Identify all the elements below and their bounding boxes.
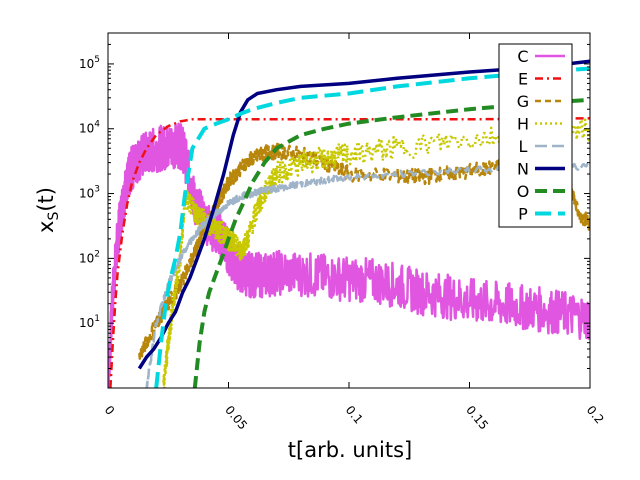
series-line-L (145, 162, 590, 388)
series-line-N (137, 59, 590, 370)
y-axis-title-tail: (t) (34, 187, 58, 212)
y-tick-label: 103 (79, 185, 100, 201)
legend-label-O: O (517, 182, 530, 201)
legend-box (498, 43, 573, 228)
y-axis-title: xS(t) (34, 187, 62, 233)
series-line-P (154, 66, 590, 388)
x-tick-label: 0.15 (463, 403, 491, 432)
y-axis-title-main: x (34, 221, 58, 233)
x-tick-label: 0 (102, 403, 118, 418)
x-tick-label: 0.05 (222, 403, 250, 432)
x-tick-label: 0.2 (584, 403, 607, 427)
x-axis-title: t[arb. units] (288, 438, 412, 462)
series-line-G (138, 142, 590, 360)
y-axis-title-sub: S (46, 212, 62, 221)
y-tick-label: 104 (79, 120, 100, 136)
svg-text:xS(t): xS(t) (34, 187, 62, 233)
y-tick-label: 102 (79, 249, 100, 265)
legend-label-P: P (518, 205, 528, 224)
plot-frame (107, 32, 591, 389)
legend-label-G: G (517, 92, 529, 111)
series-line-H (162, 118, 590, 388)
series-layer (108, 59, 590, 388)
legend-label-L: L (519, 137, 528, 156)
legend-label-C: C (517, 47, 528, 66)
y-tick-label: 101 (79, 314, 100, 330)
legend-label-H: H (517, 115, 529, 134)
series-line-O (192, 97, 590, 388)
y-tick-label: 105 (79, 55, 100, 71)
legend-label-E: E (518, 70, 528, 89)
series-line-C (108, 122, 590, 388)
x-tick-label: 0.1 (343, 403, 366, 427)
legend-label-N: N (517, 160, 529, 179)
